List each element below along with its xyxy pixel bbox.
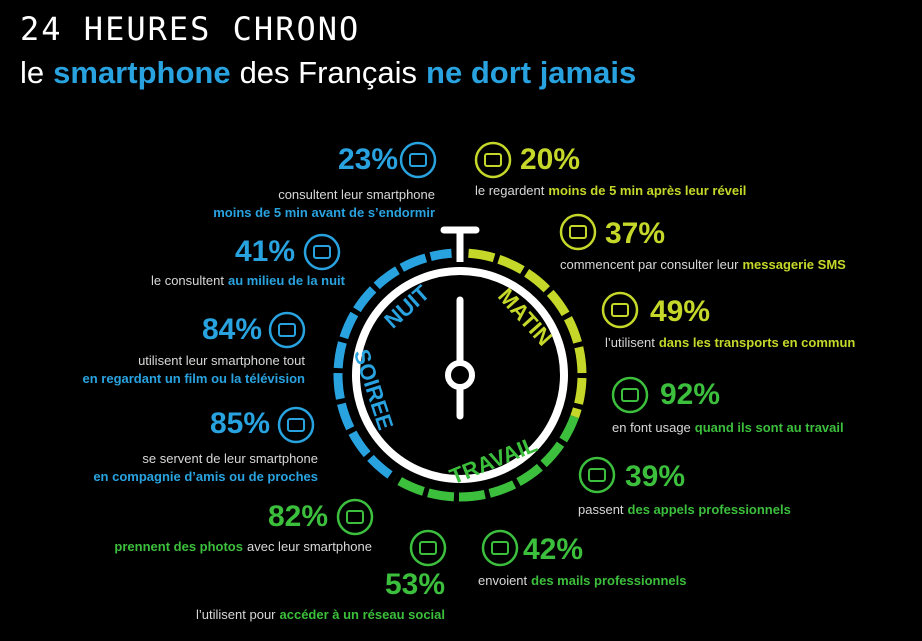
stat-line: le regardent moins de 5 min après leur ré… — [475, 182, 746, 200]
stat-text: passent des appels professionnels — [578, 501, 791, 519]
stat-text: envoient des mails professionnels — [478, 572, 687, 590]
stat-percent: 37% — [605, 217, 666, 250]
stat-percent: 84% — [201, 313, 262, 346]
stat-segment: en font usage — [612, 420, 691, 435]
stat-segment: le regardent — [475, 183, 545, 198]
stat-icon-glyph — [621, 388, 639, 402]
stat-segment: moins de 5 min après leur réveil — [548, 183, 747, 198]
stat-segment: accéder à un réseau social — [279, 607, 445, 622]
stat-line: consultent leur smartphone — [213, 186, 435, 204]
stat-text: l’utilisent pour accéder à un réseau soci… — [196, 606, 445, 624]
stat-icon-glyph — [611, 303, 629, 317]
stat-segment: en regardant un film ou la télévision — [82, 371, 306, 386]
stat-icon-glyph — [484, 153, 502, 167]
stat-icon-glyph — [569, 225, 587, 239]
stat-line: passent des appels professionnels — [578, 501, 791, 519]
stat-segment: envoient — [478, 573, 528, 588]
stat-text: prennent des photos avec leur smartphone — [114, 538, 372, 556]
stat-percent: 39% — [625, 460, 686, 493]
stat-line: se servent de leur smartphone — [93, 450, 318, 468]
dial-arc — [392, 415, 579, 502]
stat-text: se servent de leur smartphone en compagni… — [93, 450, 318, 486]
subtitle-part: ne dort jamais — [426, 55, 637, 90]
stat-icon — [409, 529, 447, 567]
stat-icon-glyph — [409, 153, 427, 167]
stat-percent: 53% — [384, 568, 445, 601]
stat-percent: 42% — [523, 533, 584, 566]
stat-line: le consultent au milieu de la nuit — [151, 272, 345, 290]
stat-icon-glyph — [491, 541, 509, 555]
subtitle-part: des Français — [239, 55, 418, 90]
stat-icon — [481, 529, 519, 567]
stat-line: l’utilisent dans les transports en commun — [605, 334, 855, 352]
stat-icon-glyph — [346, 510, 364, 524]
stat-segment: au milieu de la nuit — [227, 273, 345, 288]
stat-segment: consultent leur smartphone — [278, 187, 435, 202]
stat-line: moins de 5 min avant de s’endormir — [213, 204, 435, 222]
title: 24 HEURES CHRONO — [20, 10, 361, 48]
stat-line: prennent des photos avec leur smartphone — [114, 538, 372, 556]
stat-icon — [277, 406, 315, 444]
stat-segment: se servent de leur smartphone — [142, 451, 318, 466]
stat-segment: le consultent — [150, 273, 224, 288]
stat-icon — [601, 291, 639, 329]
stat-line: utilisent leur smartphone tout — [83, 352, 305, 370]
stat-segment: quand ils sont au travail — [694, 420, 844, 435]
stat-segment: messagerie SMS — [742, 257, 846, 272]
stat-icon-glyph — [313, 245, 331, 259]
stat-text: consultent leur smartphone moins de 5 min… — [213, 186, 435, 222]
stat-segment: l’utilisent — [605, 335, 655, 350]
stat-icon — [268, 311, 306, 349]
stat-segment: prennent des photos — [114, 539, 243, 554]
dial-arc — [333, 248, 452, 479]
stat-line: l’utilisent pour accéder à un réseau soci… — [196, 606, 445, 624]
stat-icon — [399, 141, 437, 179]
stat-icon-glyph — [278, 323, 296, 337]
stat-line: en regardant un film ou la télévision — [83, 370, 306, 388]
stat-percent: 92% — [660, 378, 721, 411]
stat-line: envoient des mails professionnels — [478, 572, 687, 590]
stat-line: en compagnie d’amis ou de proches — [93, 468, 318, 486]
stat-icon-glyph — [588, 468, 606, 482]
stat-icon — [474, 141, 512, 179]
stat-text: le regardent moins de 5 min après leur ré… — [475, 182, 746, 200]
stat-segment: passent — [578, 502, 624, 517]
stat-line: en font usage quand ils sont au travail — [612, 419, 844, 437]
stat-icon — [336, 498, 374, 536]
stat-segment: des mails professionnels — [531, 573, 687, 588]
hand-pivot — [445, 360, 475, 390]
stat-percent: 85% — [209, 407, 270, 440]
dial-arc — [468, 248, 587, 419]
subtitle-part: le — [20, 55, 45, 90]
stat-text: l’utilisent dans les transports en commun — [605, 334, 855, 352]
subtitle: le smartphone des Français ne dort jamais — [20, 55, 636, 91]
stat-icon — [611, 376, 649, 414]
stat-line: commencent par consulter leur messagerie … — [560, 256, 846, 274]
stat-segment: l’utilisent pour — [196, 607, 276, 622]
stat-segment: des appels professionnels — [627, 502, 791, 517]
stat-percent: 49% — [650, 295, 711, 328]
stat-segment: commencent par consulter leur — [560, 257, 739, 272]
stat-segment: utilisent leur smartphone tout — [138, 353, 305, 368]
stat-segment: avec leur smartphone — [246, 539, 372, 554]
stat-percent: 23% — [337, 143, 398, 176]
stat-icon — [303, 233, 341, 271]
stat-text: le consultent au milieu de la nuit — [151, 272, 345, 290]
stat-percent: 41% — [234, 235, 295, 268]
stat-text: en font usage quand ils sont au travail — [612, 419, 844, 437]
stat-icon-glyph — [419, 541, 437, 555]
subtitle-part: smartphone — [53, 55, 231, 90]
stat-percent: 82% — [267, 500, 328, 533]
stat-segment: en compagnie d’amis ou de proches — [93, 469, 318, 484]
stat-icon-glyph — [287, 418, 305, 432]
stat-icon — [559, 213, 597, 251]
stat-percent: 20% — [520, 143, 581, 176]
stat-segment: dans les transports en commun — [658, 335, 856, 350]
stat-icon — [578, 456, 616, 494]
stat-text: commencent par consulter leur messagerie … — [560, 256, 846, 274]
stat-segment: moins de 5 min avant de s’endormir — [213, 205, 435, 220]
stat-text: utilisent leur smartphone tout en regarda… — [83, 352, 306, 388]
